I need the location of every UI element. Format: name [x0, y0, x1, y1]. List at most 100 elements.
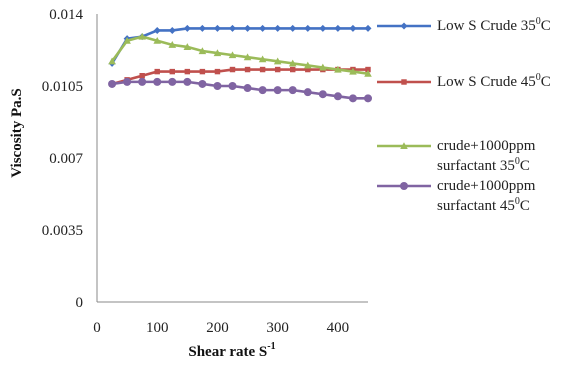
data-point-square [169, 68, 175, 75]
data-point-diamond [304, 24, 312, 32]
series-1 [108, 24, 372, 67]
data-point-diamond [213, 24, 221, 32]
data-point-circle [213, 82, 222, 90]
y-tick-label: 0.007 [49, 151, 83, 167]
data-point-circle [168, 77, 177, 86]
data-point-triangle [213, 49, 222, 57]
axes [96, 14, 368, 303]
data-point-diamond [319, 24, 327, 32]
y-axis-title: Viscosity Pa.S [9, 88, 25, 177]
data-point-triangle [334, 65, 342, 73]
legend-label-unit: C [520, 198, 530, 214]
data-point-triangle [303, 61, 312, 69]
x-tick-label: 200 [206, 320, 229, 336]
legend-label: Low S Crude 450C [437, 72, 551, 90]
x-axis-title-text: Shear rate S [188, 344, 267, 360]
y-tick-label: 0 [76, 295, 84, 311]
legend-item-2: Low S Crude 450C [377, 72, 551, 90]
legend-label-superscript: 0 [515, 196, 520, 207]
data-point-diamond [289, 24, 297, 32]
data-point-triangle [243, 53, 252, 61]
data-point-circle [273, 86, 282, 95]
data-point-triangle [183, 43, 192, 50]
data-point-square [365, 66, 371, 73]
data-point-triangle [123, 36, 131, 44]
series-4 [108, 77, 372, 103]
data-point-circle [198, 79, 207, 88]
x-tick-label: 300 [266, 320, 289, 336]
legend-label-line-2: surfactant 350C [437, 156, 530, 174]
data-point-square [290, 66, 296, 73]
data-point-diamond [168, 26, 176, 34]
data-point-circle [153, 77, 162, 86]
data-point-square [305, 66, 311, 73]
data-point-circle [400, 182, 408, 190]
legend-label-text: surfactant 35 [437, 158, 515, 174]
data-point-square [154, 68, 160, 75]
data-point-diamond [259, 24, 267, 32]
data-point-square [139, 72, 145, 79]
data-point-triangle [138, 32, 146, 40]
y-tick-label: 0.0035 [42, 223, 83, 239]
data-point-circle [288, 86, 297, 95]
legend-label-unit: C [520, 158, 530, 174]
data-point-diamond [198, 24, 206, 32]
legend-label-superscript: 0 [536, 16, 541, 27]
legend-label-line-1: crude+1000ppm [437, 178, 536, 194]
data-point-circle [228, 82, 237, 90]
series-line [110, 27, 368, 65]
data-point-circle [123, 77, 132, 86]
data-point-square [184, 68, 191, 75]
legend-item-3: crude+1000ppm surfactant 350C [377, 138, 536, 174]
data-point-square [274, 66, 281, 73]
data-point-diamond [400, 22, 408, 30]
data-point-triangle [168, 41, 177, 48]
data-point-triangle [288, 59, 297, 67]
data-point-circle [258, 86, 267, 95]
legend-label-unit: C [541, 74, 551, 90]
data-point-triangle [153, 36, 162, 44]
y-tick-labels: 0 0.0035 0.007 0.0105 0.014 [42, 7, 84, 311]
x-tick-label: 0 [93, 320, 101, 336]
data-point-triangle [364, 69, 372, 77]
legend-label-line-2: surfactant 450C [437, 196, 530, 214]
x-axis-title: Shear rate S-1 [188, 341, 275, 360]
data-point-triangle [258, 55, 267, 63]
x-tick-label: 100 [146, 320, 169, 336]
legend-label-unit: C [541, 18, 551, 34]
data-point-diamond [364, 24, 372, 32]
data-point-diamond [229, 24, 236, 32]
data-point-diamond [334, 24, 342, 32]
data-point-diamond [274, 24, 282, 32]
legend-item-4: crude+1000ppm surfactant 450C [377, 178, 536, 214]
data-point-square [244, 66, 251, 73]
series-line [111, 80, 368, 100]
legend-label-superscript: 0 [515, 156, 520, 167]
data-point-square [229, 66, 236, 73]
data-point-triangle [349, 67, 357, 75]
data-point-triangle [400, 142, 408, 150]
data-point-triangle [273, 57, 282, 65]
legend-label-text: Low S Crude 45 [437, 74, 536, 90]
data-point-circle [333, 92, 342, 101]
x-axis-title-superscript: -1 [267, 341, 275, 352]
legend-label-line-1: crude+1000ppm [437, 138, 536, 154]
y-tick-label: 0.0105 [42, 79, 83, 95]
data-point-diamond [153, 26, 161, 34]
data-point-square [214, 68, 221, 75]
data-point-diamond [183, 24, 191, 32]
legend-label: Low S Crude 350C [437, 16, 551, 34]
legend-label-text: Low S Crude 35 [437, 18, 536, 34]
data-point-circle [243, 84, 252, 93]
data-point-square [259, 66, 266, 73]
data-point-diamond [349, 24, 357, 32]
x-tick-labels: 0 100 200 300 400 [93, 320, 349, 336]
data-point-circle [364, 94, 372, 103]
data-point-square [401, 79, 407, 85]
legend-label-text: surfactant 45 [437, 198, 515, 214]
y-tick-label: 0.014 [49, 7, 83, 23]
legend-label-superscript: 0 [536, 72, 541, 83]
